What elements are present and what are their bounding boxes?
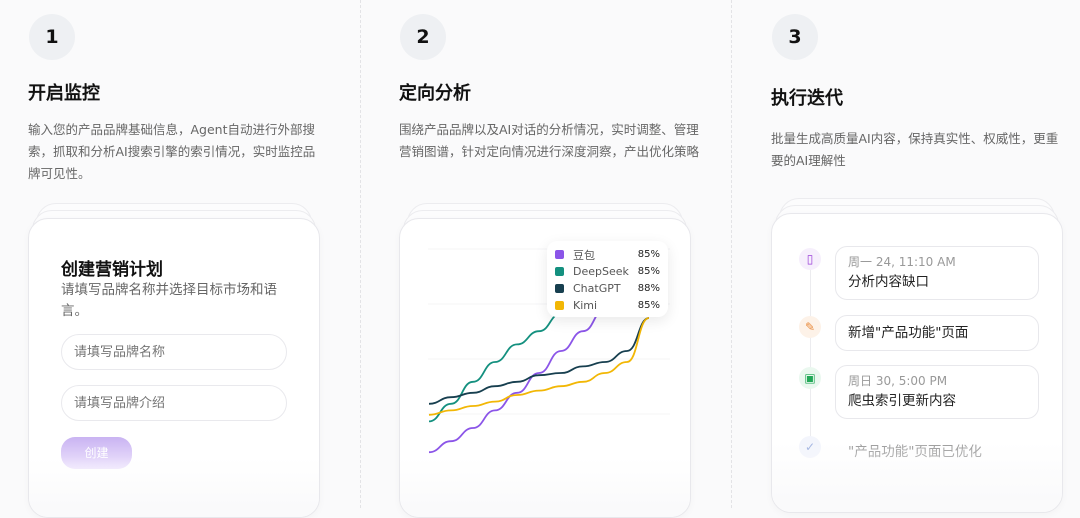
chart-card: 豆包 85% DeepSeek 85% ChatGPT 88% Kimi 85% <box>399 218 691 518</box>
legend-swatch <box>555 284 564 293</box>
legend-label: Kimi <box>573 299 598 312</box>
step-description: 输入您的产品品牌基础信息，Agent自动进行外部搜索，抓取和分析AI搜索引擎的索… <box>28 122 316 181</box>
check-circle-icon: ✓ <box>799 436 821 458</box>
legend-item: ChatGPT 88% <box>555 280 660 297</box>
step-title: 定向分析 <box>399 83 471 104</box>
step-title: 执行迭代 <box>771 88 843 109</box>
step-3: 3 执行迭代 批量生成高质量AI内容，保持真实性、权威性，更重要的AI理解性 ▯… <box>742 0 1080 513</box>
legend-item: 豆包 85% <box>555 246 660 263</box>
timeline-item[interactable]: 周日 30, 5:00 PM 爬虫索引更新内容 <box>835 365 1039 419</box>
step-number: 3 <box>772 14 818 60</box>
timeline-text: 分析内容缺口 <box>848 274 929 290</box>
step-description: 围绕产品品牌以及AI对话的分析情况，实时调整、管理营销图谱，针对定向情况进行深度… <box>399 122 700 159</box>
step-1: 1 开启监控 输入您的产品品牌基础信息，Agent自动进行外部搜索，抓取和分析A… <box>0 0 370 518</box>
legend-swatch <box>555 250 564 259</box>
clipboard-icon: ▯ <box>799 248 821 270</box>
timeline-time: 周一 24, 11:10 AM <box>848 255 956 269</box>
timeline-time: 周日 30, 5:00 PM <box>848 374 948 388</box>
form-subtitle: 请填写品牌名称并选择目标市场和语言。 <box>61 282 277 319</box>
brand-intro-input[interactable] <box>61 385 287 421</box>
timeline-card: ▯ 周一 24, 11:10 AM 分析内容缺口 ✎ 新增"产品功能"页面 ▣ 周日… <box>771 213 1063 513</box>
form-title: 创建营销计划 <box>61 260 163 280</box>
create-button[interactable]: 创建 <box>61 437 132 469</box>
timeline-item[interactable]: "产品功能"页面已优化 <box>835 434 1039 470</box>
step-description: 批量生成高质量AI内容，保持真实性、权威性，更重要的AI理解性 <box>771 131 1059 168</box>
pencil-icon: ✎ <box>799 316 821 338</box>
column-divider <box>731 0 732 508</box>
legend-swatch <box>555 301 564 310</box>
legend-item: DeepSeek 85% <box>555 263 660 280</box>
legend-swatch <box>555 267 564 276</box>
legend-label: 豆包 <box>573 248 595 262</box>
step-2: 2 定向分析 围绕产品品牌以及AI对话的分析情况，实时调整、管理营销图谱，针对定… <box>371 0 741 518</box>
brand-name-input[interactable] <box>61 334 287 370</box>
timeline-item[interactable]: 周一 24, 11:10 AM 分析内容缺口 <box>835 246 1039 300</box>
column-divider <box>360 0 361 508</box>
timeline-item[interactable]: 新增"产品功能"页面 <box>835 315 1039 351</box>
step-number: 2 <box>400 14 446 60</box>
legend-item: Kimi 85% <box>555 297 660 314</box>
legend-label: DeepSeek <box>573 265 629 278</box>
timeline-text: 爬虫索引更新内容 <box>848 393 956 409</box>
calendar-icon: ▣ <box>799 367 821 389</box>
step-number: 1 <box>29 14 75 60</box>
step-title: 开启监控 <box>28 83 100 104</box>
timeline-text: "产品功能"页面已优化 <box>848 444 982 460</box>
series-line-Kimi <box>428 317 650 416</box>
legend-label: ChatGPT <box>573 282 621 295</box>
timeline-line <box>810 254 811 454</box>
legend-value: 85% <box>637 266 660 277</box>
series-line-ChatGPT <box>428 317 650 405</box>
timeline-text: 新增"产品功能"页面 <box>848 325 969 341</box>
create-plan-card: 创建营销计划 请填写品牌名称并选择目标市场和语言。 创建 <box>28 218 320 518</box>
legend-value: 85% <box>637 249 660 260</box>
legend-value: 88% <box>637 283 660 294</box>
legend-value: 85% <box>637 300 660 311</box>
chart-tooltip: 豆包 85% DeepSeek 85% ChatGPT 88% Kimi 85% <box>547 241 668 317</box>
